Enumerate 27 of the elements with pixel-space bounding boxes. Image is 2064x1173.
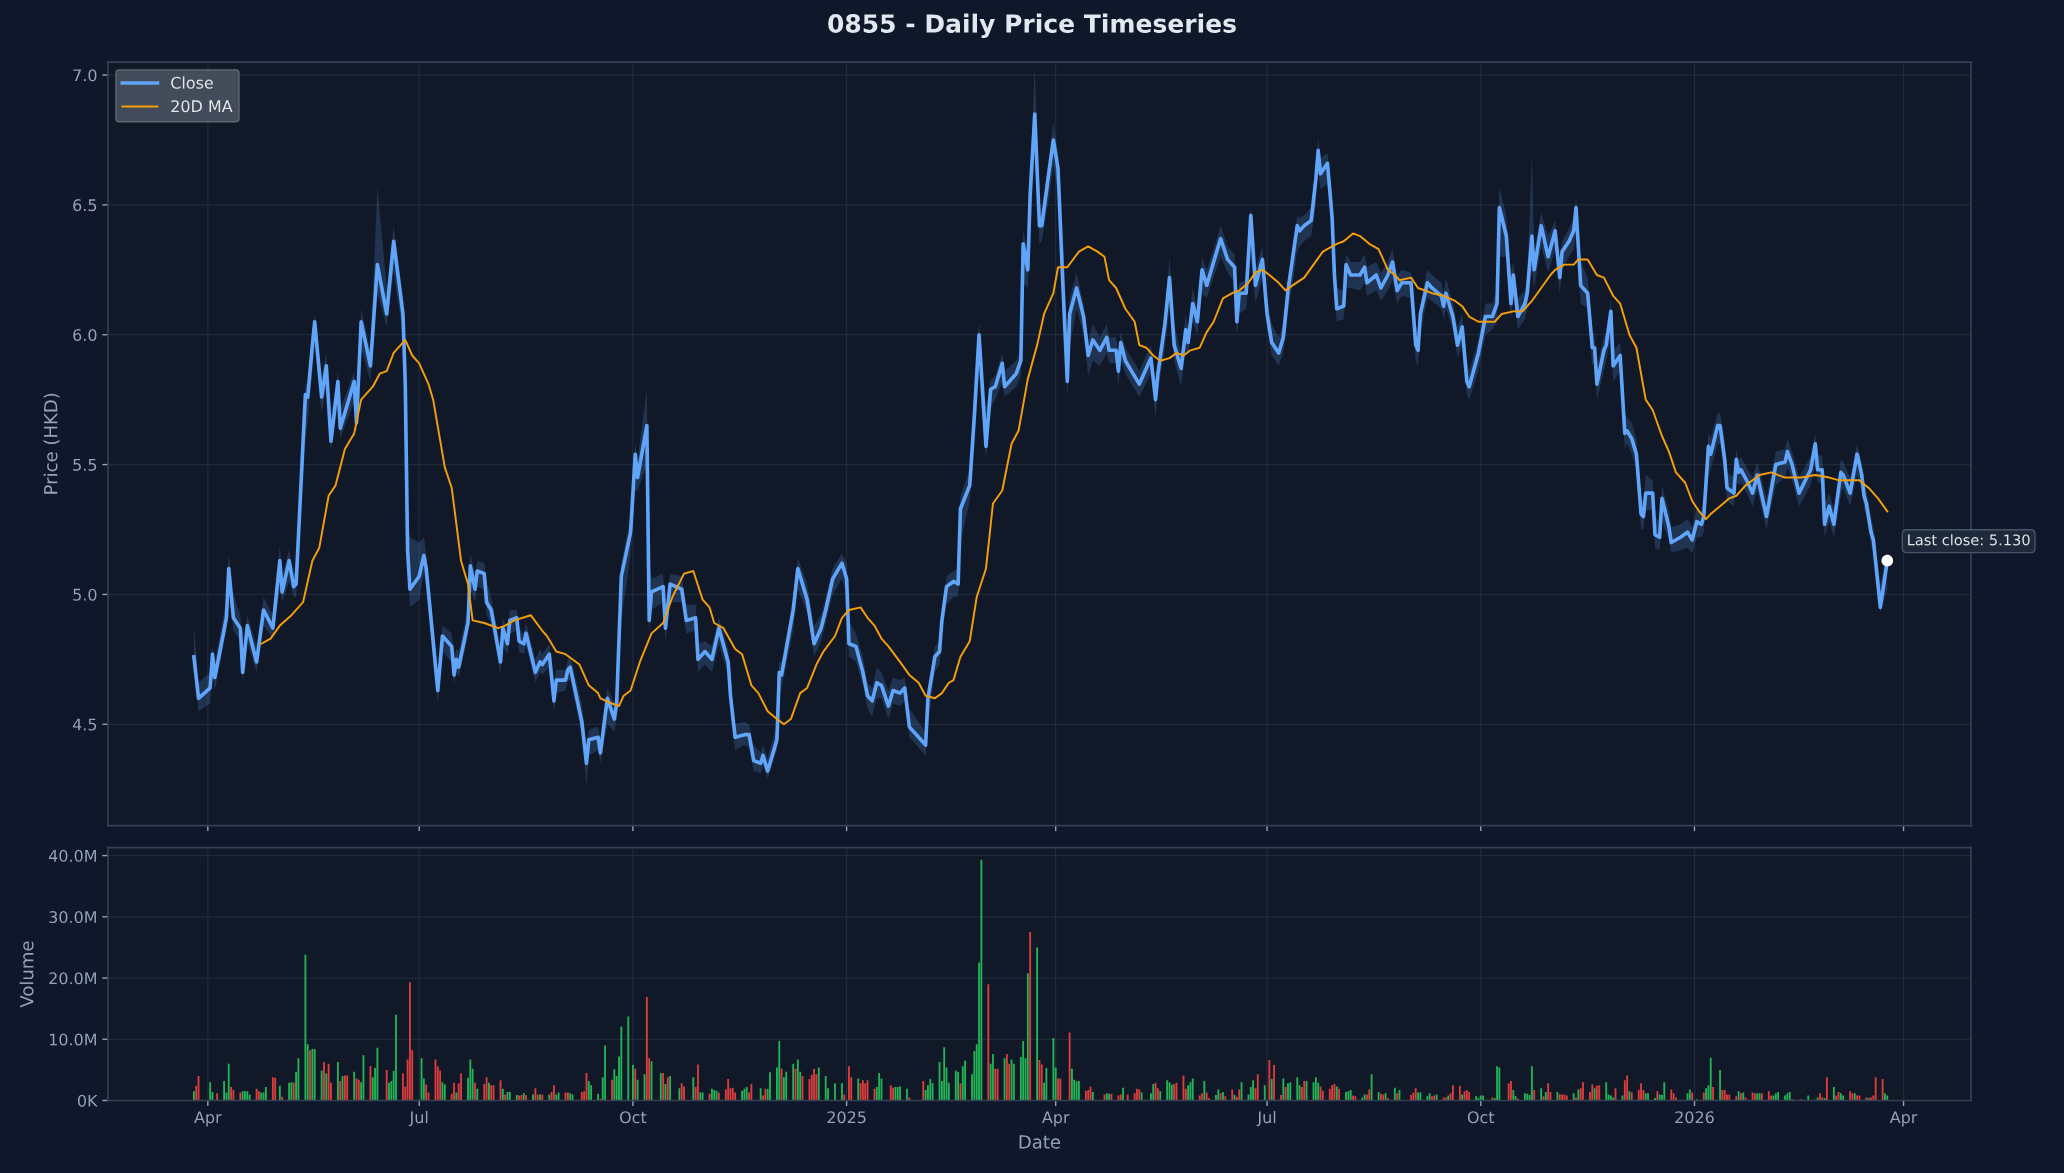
x-tick-label: Apr — [194, 1111, 222, 1127]
y-tick-label: 0K — [77, 1094, 98, 1107]
y-tick-label: 40.0M — [48, 849, 96, 862]
y-tick-label: 20.0M — [49, 972, 96, 985]
x-tick-label: Apr — [1889, 1111, 1918, 1127]
y-tick-label: 5.5 — [73, 459, 97, 471]
y-tick-label: 10.0M — [49, 1033, 96, 1046]
legend-label: 20D MA — [171, 100, 233, 113]
chart-title: 0855 - Daily Price Timeseries — [828, 13, 1236, 38]
y-tick-label: 30.0M — [49, 911, 96, 924]
x-tick-label: 2026 — [1675, 1111, 1714, 1124]
x-tick-label: Jul — [1256, 1110, 1276, 1127]
y-axis-title: Volume — [19, 941, 34, 1008]
y-axis-title: Price (HKD) — [43, 393, 60, 494]
x-tick-label: Oct — [620, 1111, 647, 1124]
y-tick-label: 7.0 — [73, 69, 97, 82]
y-tick-label: 6.0 — [73, 328, 97, 342]
legend-label: Close — [171, 76, 213, 89]
annotation: Last close: 5.130 — [1908, 534, 2030, 546]
x-tick-label: 2025 — [827, 1111, 866, 1124]
x-tick-label: Oct — [1467, 1111, 1495, 1124]
y-tick-label: 6.5 — [73, 199, 97, 212]
x-tick-label: Jul — [408, 1110, 428, 1127]
y-tick-label: 5.0 — [73, 588, 97, 601]
x-tick-label: Apr — [1042, 1111, 1070, 1127]
y-tick-label: 4.5 — [72, 718, 97, 731]
x-axis-title: Date — [1019, 1135, 1061, 1149]
